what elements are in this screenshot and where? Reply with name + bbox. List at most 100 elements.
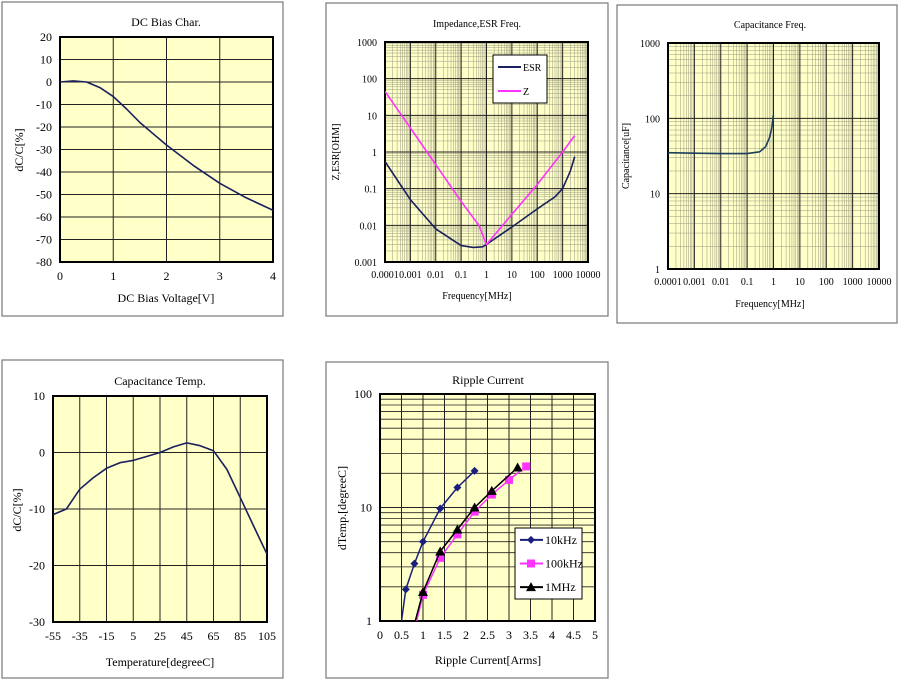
x-tick-label: 10000	[867, 277, 892, 288]
y-tick-label: 0	[46, 75, 52, 89]
y-tick-label: 0.001	[355, 258, 378, 269]
x-tick-label: 2	[463, 628, 469, 642]
x-axis-label: Frequency[MHz]	[442, 291, 511, 302]
x-tick-label: 1	[484, 270, 489, 281]
data-point	[410, 559, 419, 568]
x-tick-label: 10	[795, 277, 805, 288]
series-line-z	[385, 90, 576, 246]
x-axis-label: Temperature[degreeC]	[106, 655, 214, 669]
y-tick-label: 0	[39, 446, 45, 460]
y-axis-label: Z,ESR[OHM]	[331, 124, 342, 181]
x-axis-label: Ripple Current[Arms]	[435, 653, 541, 667]
chart-ripple-current: 0 0.5 1 1.5 2 2.5 3 3.5 4 4.5 5 100 10 1 10kHz 100kHz 1M…	[325, 361, 609, 679]
x-tick-label: 1.5	[437, 628, 452, 642]
data-point	[452, 524, 463, 534]
series-line-data	[668, 115, 775, 155]
x-tick-label: -35	[72, 629, 88, 643]
x-tick-label: 100	[530, 270, 545, 281]
x-tick-label: 0.001	[683, 277, 706, 288]
x-tick-label: 3	[217, 269, 223, 283]
data-point	[469, 502, 480, 512]
y-axis-label: dC/C[%]	[10, 488, 24, 531]
x-tick-label: 4	[270, 269, 276, 283]
legend-label: Z	[523, 87, 529, 98]
x-tick-label: 65	[208, 629, 220, 643]
x-tick-label: 1	[110, 269, 116, 283]
data-point	[453, 483, 462, 492]
data-point	[418, 587, 428, 597]
data-point	[486, 485, 497, 495]
x-tick-label: 85	[234, 629, 246, 643]
y-tick-label: 0.01	[360, 221, 378, 232]
plot-border	[384, 41, 589, 263]
y-tick-label: -30	[29, 615, 45, 629]
y-tick-label: -80	[36, 255, 52, 269]
x-tick-label: 0.001	[399, 270, 422, 281]
x-tick-label: 10000	[576, 270, 601, 281]
chart-impedance: 0.0001 0.001 0.01 0.1 1 10 100 1000 100001000100…	[325, 2, 609, 317]
x-tick-label: -55	[45, 629, 61, 643]
data-point	[453, 530, 462, 539]
x-tick-label: 2	[164, 269, 170, 283]
data-point	[512, 462, 523, 472]
x-axis-label: DC Bias Voltage[V]	[118, 291, 215, 305]
x-tick-label: 0.1	[741, 277, 754, 288]
legend-label: 10kHz	[545, 533, 577, 547]
x-tick-label: 4.5	[566, 628, 581, 642]
data-point	[505, 475, 513, 484]
y-tick-label: -20	[36, 120, 52, 134]
x-tick-label: 0.0001	[371, 270, 399, 281]
x-tick-label: 5	[592, 628, 598, 642]
x-tick-label: 0.1	[455, 270, 468, 281]
y-tick-label: 10	[40, 53, 52, 67]
y-tick-label: -50	[36, 188, 52, 202]
x-tick-label: 45	[181, 629, 193, 643]
plot-border	[667, 42, 880, 270]
y-tick-label: 20	[40, 30, 52, 44]
x-tick-label: 0.5	[394, 628, 409, 642]
series-line-data	[60, 80, 273, 212]
plot-border	[379, 393, 596, 622]
x-tick-label: 3.5	[523, 628, 538, 642]
y-tick-label: 0.1	[365, 185, 378, 196]
x-tick-label: 100	[819, 277, 834, 288]
y-tick-label: 100	[362, 75, 377, 86]
legend-label: 100kHz	[545, 557, 583, 571]
y-tick-label: 100	[645, 114, 660, 125]
x-tick-label: 2.5	[480, 628, 495, 642]
x-tick-label: 0.01	[712, 277, 730, 288]
y-tick-label: 1	[366, 614, 372, 628]
data-point	[419, 537, 427, 546]
y-tick-label: 10	[650, 190, 660, 201]
plot-border	[59, 36, 274, 263]
x-tick-label: 0.01	[427, 270, 445, 281]
y-tick-label: 100	[354, 387, 372, 401]
series-line-esr	[385, 156, 576, 249]
legend-label: ESR	[523, 63, 542, 74]
x-tick-label: 1000	[553, 270, 573, 281]
y-tick-label: -30	[36, 143, 52, 157]
y-tick-label: 10	[33, 389, 45, 403]
data-point	[470, 466, 479, 475]
y-axis-label: Capacitance[uF]	[621, 123, 632, 189]
x-tick-label: 5	[130, 629, 136, 643]
y-tick-label: -70	[36, 233, 52, 247]
x-tick-label: 3	[506, 628, 512, 642]
series-line-data	[53, 442, 267, 555]
x-tick-label: 4	[549, 628, 555, 642]
legend-label: 1MHz	[545, 580, 576, 594]
y-tick-label: -20	[29, 559, 45, 573]
chart-capacitance-temp: -55 -35 -15 5 25 45 65 85 105 10 0 -10 -20 -30 Capacit…	[1, 359, 284, 679]
plot-border	[52, 395, 268, 623]
y-tick-label: 1000	[357, 38, 377, 49]
x-tick-label: 10	[507, 270, 517, 281]
chart-title: Impedance,ESR Freq.	[433, 19, 521, 30]
data-point	[401, 585, 410, 594]
chart-title: Ripple Current	[452, 373, 524, 387]
chart-capacitance-freq: 0.0001 0.001 0.01 0.1 1 10 100 1000 10000 1000 100…	[616, 4, 898, 324]
legend-marker	[526, 582, 536, 592]
legend	[492, 54, 548, 104]
data-point	[435, 546, 446, 556]
x-tick-label: 1	[771, 277, 776, 288]
